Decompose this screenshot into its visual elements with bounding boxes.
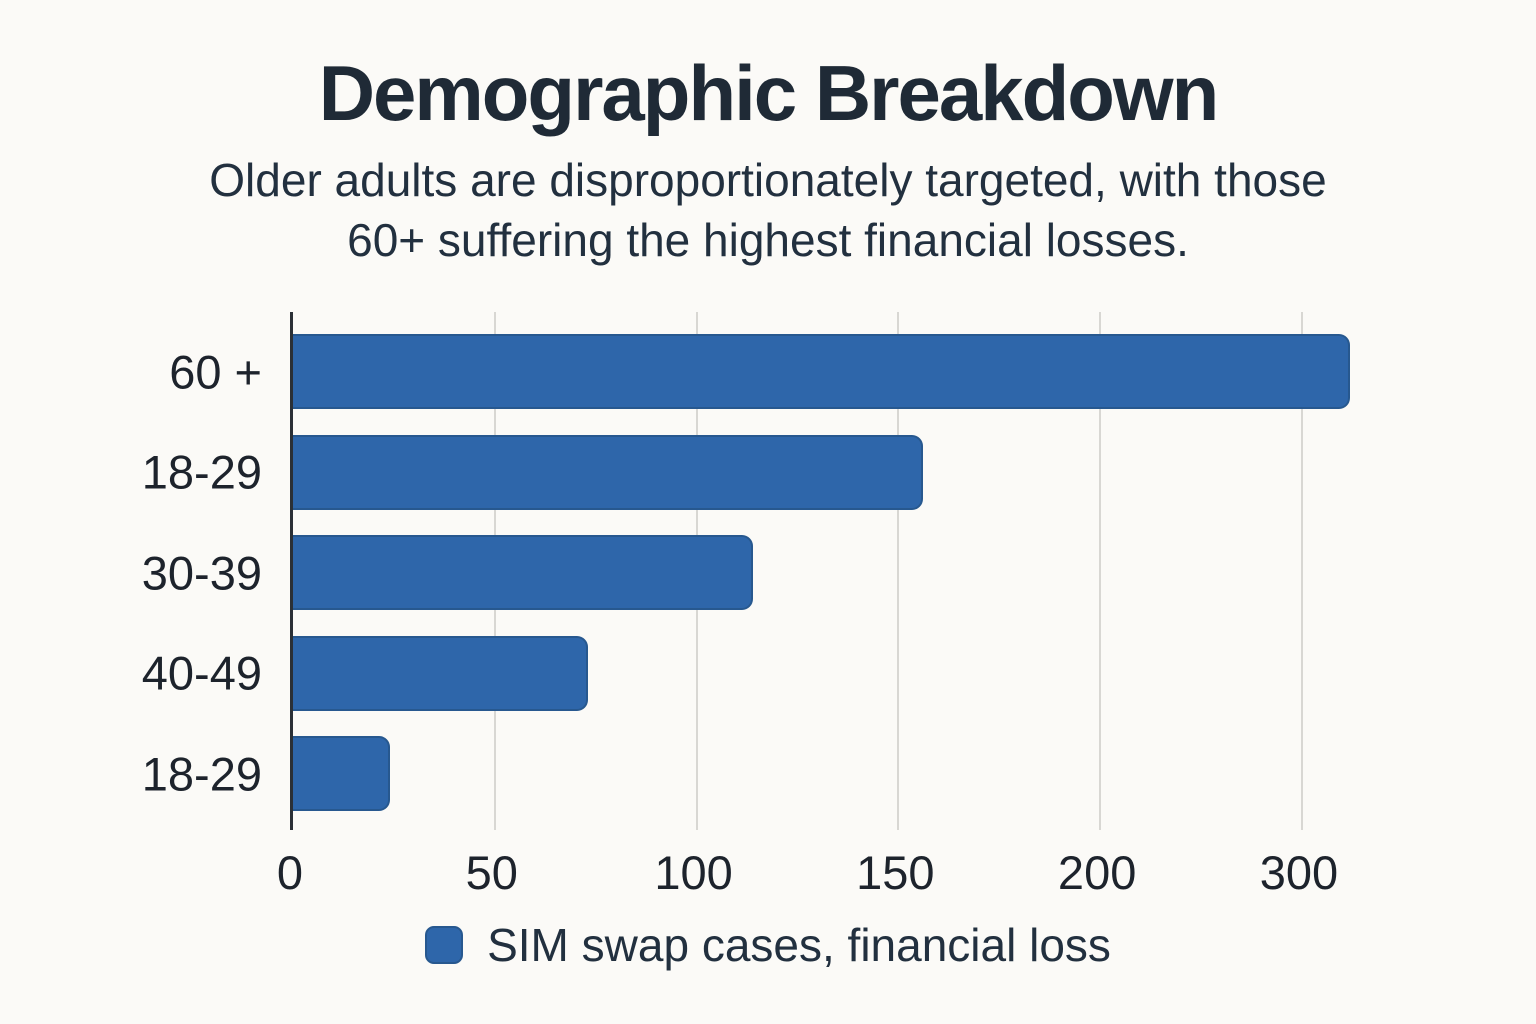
bar-60+ (293, 334, 1351, 409)
y-category-label-4: 18-29 (141, 747, 262, 800)
gridline-x-150 (897, 312, 900, 830)
x-tick-label-1: 50 (465, 846, 518, 899)
chart-subtitle-line-2: 60+ suffering the highest financial loss… (347, 214, 1189, 266)
x-tick-label-2: 100 (654, 846, 733, 899)
legend-label: SIM swap cases, financial loss (487, 919, 1111, 971)
gridline-x-300 (1300, 312, 1303, 830)
y-category-label-3: 40-49 (141, 646, 262, 700)
bar-18-29 (293, 736, 390, 811)
bar-30-39 (293, 535, 754, 610)
bar-40-49 (293, 635, 588, 711)
chart-subtitle-line-1: Older adults are disproportionately targ… (209, 154, 1327, 206)
plot-area (290, 312, 1423, 830)
x-tick-label-4: 200 (1057, 846, 1137, 899)
legend: SIM swap cases, financial loss (0, 918, 1536, 972)
chart-subtitle: Older adults are disproportionately targ… (0, 150, 1536, 270)
chart-title: Demographic Breakdown (318, 49, 1220, 137)
bar-18-29 (293, 434, 923, 510)
gridline-x-200 (1099, 312, 1102, 830)
x-tick-label-3: 150 (856, 846, 935, 899)
x-tick-label-5: 300 (1259, 846, 1339, 899)
y-category-label-0: 60 + (169, 345, 262, 398)
x-tick-label-0: 0 (276, 846, 304, 899)
y-category-label-2: 30-39 (141, 546, 262, 599)
y-category-label-1: 18-29 (141, 445, 262, 499)
legend-swatch-icon (425, 926, 464, 964)
